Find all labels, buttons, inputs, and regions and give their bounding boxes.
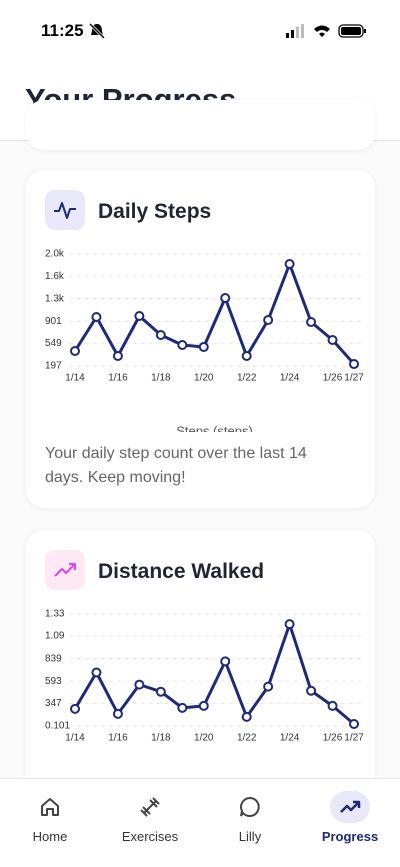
card-description: Your daily step count over the last 14 d… [45, 445, 307, 486]
data-point [284, 258, 295, 269]
distance-icon [45, 550, 85, 590]
steps-icon [45, 190, 85, 230]
distance-chart: 0.101 347 593 839 1.09 1.33 1/14 1/16 1/18 1/20 1/… [45, 609, 364, 744]
data-point [241, 351, 252, 362]
nav-label: Exercises [121, 829, 179, 844]
x-tick-label: 1/27 [344, 733, 364, 744]
x-tick-label: 1/26 [323, 733, 343, 744]
y-tick-label: 901 [45, 316, 62, 327]
y-tick-label: 347 [45, 698, 62, 709]
mute-icon [88, 22, 106, 40]
data-line [73, 262, 356, 366]
data-point [349, 359, 359, 370]
steps-card: Daily Steps 197 549 901 1.3k 1.6k 2.0k 1/14 1/1… [26, 170, 375, 508]
nav-label: Progress [321, 829, 379, 844]
data-point [220, 656, 231, 667]
data-point [91, 667, 102, 678]
status-time: 11:25 [41, 21, 84, 40]
data-point [91, 312, 102, 322]
data-point [284, 619, 295, 630]
data-point [70, 345, 80, 356]
y-tick-label: 839 [45, 653, 62, 664]
y-tick-label: 549 [45, 338, 62, 349]
x-tick-label: 1/24 [280, 733, 300, 744]
x-tick-label: 1/16 [108, 373, 128, 384]
data-point [134, 310, 145, 321]
data-point [112, 708, 123, 719]
card-title: Daily Steps [98, 200, 212, 223]
data-point [327, 334, 338, 345]
x-tick-label: 1/20 [194, 373, 214, 384]
data-point [327, 700, 338, 711]
data-point [70, 703, 80, 714]
card-partial [26, 100, 375, 150]
card-title: Distance Walked [98, 560, 265, 583]
y-tick-label: 593 [45, 676, 62, 687]
y-tick-label: 1.6k [45, 271, 65, 282]
nav-icon [30, 791, 70, 823]
y-tick-label: 1.33 [45, 609, 65, 620]
data-point [177, 340, 188, 350]
y-tick-label: 2.0k [45, 249, 65, 260]
data-point [263, 314, 274, 325]
data-point [198, 341, 209, 352]
data-point [177, 702, 188, 713]
nav-label: Lilly [238, 829, 262, 844]
y-tick-label: 0.101 [45, 721, 70, 732]
x-tick-label: 1/24 [280, 373, 300, 384]
nav-icon [130, 791, 170, 823]
x-axis-label: Steps (steps) [176, 423, 253, 432]
data-point [112, 351, 123, 362]
steps-chart: 197 549 901 1.3k 1.6k 2.0k 1/14 1/16 1/18 1/20 1/2… [45, 249, 364, 432]
x-tick-label: 1/22 [237, 733, 257, 744]
status-icons [286, 24, 366, 38]
x-tick-label: 1/20 [194, 733, 214, 744]
y-tick-label: 1.09 [45, 631, 65, 642]
x-tick-label: 1/16 [108, 733, 128, 744]
icon [340, 800, 361, 813]
icon [240, 796, 260, 817]
nav-label: Home [32, 829, 68, 844]
nav-icon [330, 791, 370, 823]
data-point [241, 711, 252, 722]
data-point [349, 718, 359, 729]
bottom-nav: Home Exercises Lilly Progress [0, 778, 400, 867]
data-point [155, 330, 166, 341]
y-tick-label: 197 [45, 361, 62, 372]
data-point [306, 317, 317, 328]
data-point [198, 700, 209, 711]
data-point [155, 686, 166, 697]
data-point [263, 681, 274, 692]
icon [41, 798, 59, 816]
x-tick-label: 1/27 [344, 373, 364, 384]
x-tick-label: 1/22 [237, 373, 257, 384]
data-point [134, 679, 145, 690]
y-tick-label: 1.3k [45, 293, 65, 304]
data-point [306, 685, 317, 696]
x-tick-label: 1/14 [65, 373, 85, 384]
x-tick-label: 1/18 [151, 733, 171, 744]
x-tick-label: 1/26 [323, 373, 343, 384]
nav-icon [230, 791, 270, 823]
x-tick-label: 1/14 [65, 733, 85, 744]
data-point [220, 293, 231, 304]
x-tick-label: 1/18 [151, 373, 171, 384]
icon [140, 797, 160, 817]
data-line [73, 622, 355, 726]
